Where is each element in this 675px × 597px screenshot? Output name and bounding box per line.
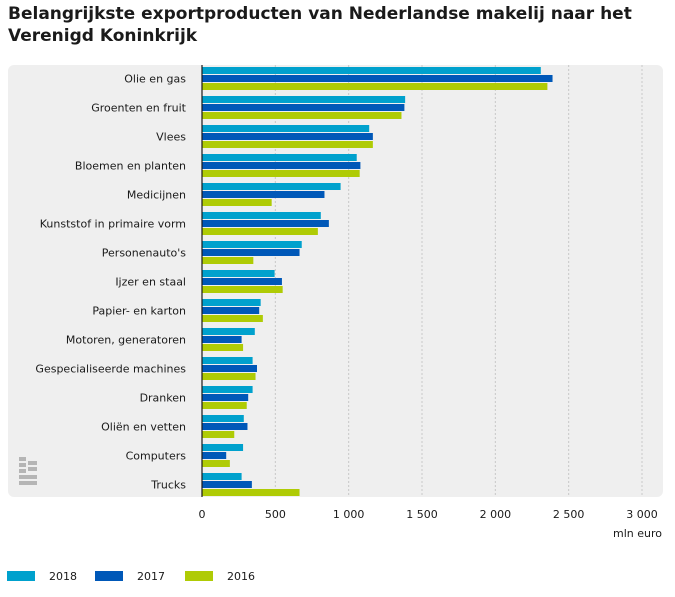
- bar: [202, 460, 230, 467]
- legend-swatch: [185, 571, 213, 581]
- category-label: Vlees: [156, 131, 186, 144]
- bar: [202, 365, 257, 372]
- x-tick-label: 0: [199, 508, 206, 521]
- bar: [202, 249, 300, 256]
- category-label: Bloemen en planten: [75, 160, 186, 173]
- x-tick-label: 1 500: [406, 508, 438, 521]
- legend-swatch: [7, 571, 35, 581]
- x-axis-label: mln euro: [613, 527, 662, 540]
- category-label: Medicijnen: [127, 189, 186, 202]
- bar: [202, 423, 248, 430]
- x-tick-label: 2 500: [553, 508, 585, 521]
- chart-title: Belangrijkste exportproducten van Nederl…: [8, 4, 632, 46]
- legend-swatch: [95, 571, 123, 581]
- category-label: Personenauto's: [102, 247, 186, 260]
- x-tick-label: 3 000: [626, 508, 658, 521]
- bar: [202, 112, 402, 119]
- legend-label: 2017: [137, 569, 165, 583]
- bar: [202, 257, 254, 264]
- category-label: Papier- en karton: [92, 305, 186, 318]
- x-tick-label: 1 000: [333, 508, 365, 521]
- legend-item: 2017: [95, 567, 165, 585]
- bar: [202, 183, 341, 190]
- bar: [202, 452, 227, 459]
- bar: [202, 191, 325, 198]
- bar: [202, 402, 247, 409]
- bar: [202, 278, 282, 285]
- bar: [202, 489, 300, 496]
- legend-item: 2018: [7, 567, 77, 585]
- category-label: Kunststof in primaire vorm: [40, 218, 186, 231]
- bar: [202, 373, 256, 380]
- category-label: Olie en gas: [124, 73, 186, 86]
- bar: [202, 199, 272, 206]
- bar: [202, 96, 406, 103]
- category-label: Gespecialiseerde machines: [35, 363, 186, 376]
- bar: [202, 228, 318, 235]
- category-label: Oliën en vetten: [101, 421, 186, 434]
- bar: [202, 286, 283, 293]
- x-tick-label: 500: [265, 508, 286, 521]
- bar: [202, 444, 244, 451]
- bar: [202, 473, 242, 480]
- legend-item: 2016: [185, 567, 255, 585]
- legend-label: 2016: [227, 569, 255, 583]
- bar: [202, 104, 405, 111]
- legend-label: 2018: [49, 569, 77, 583]
- category-label: Dranken: [140, 392, 186, 405]
- plot-background: [8, 65, 663, 497]
- category-label: Motoren, generatoren: [66, 334, 186, 347]
- bar: [202, 307, 260, 314]
- bar: [202, 415, 244, 422]
- bar: [202, 162, 361, 169]
- category-label: Computers: [126, 450, 187, 463]
- bar: [202, 270, 275, 277]
- category-label: Trucks: [150, 479, 186, 492]
- bar: [202, 170, 360, 177]
- bar: [202, 394, 249, 401]
- bar: [202, 481, 252, 488]
- bar: [202, 154, 357, 161]
- bar: [202, 299, 261, 306]
- bar: [202, 315, 263, 322]
- bar: [202, 344, 244, 351]
- bar: [202, 75, 553, 82]
- bar: [202, 386, 253, 393]
- x-tick-label: 2 000: [480, 508, 512, 521]
- category-label: Ijzer en staal: [115, 276, 186, 289]
- bar: [202, 357, 253, 364]
- category-label: Groenten en fruit: [91, 102, 186, 115]
- bar: [202, 125, 370, 132]
- bar: [202, 133, 373, 140]
- bar: [202, 67, 541, 74]
- bar: [202, 336, 242, 343]
- bar: [202, 241, 302, 248]
- bar: [202, 431, 235, 438]
- bar: [202, 83, 548, 90]
- bar: [202, 141, 373, 148]
- bar: [202, 328, 255, 335]
- bar: [202, 220, 329, 227]
- bar: [202, 212, 321, 219]
- cbs-logo-icon: [19, 457, 37, 485]
